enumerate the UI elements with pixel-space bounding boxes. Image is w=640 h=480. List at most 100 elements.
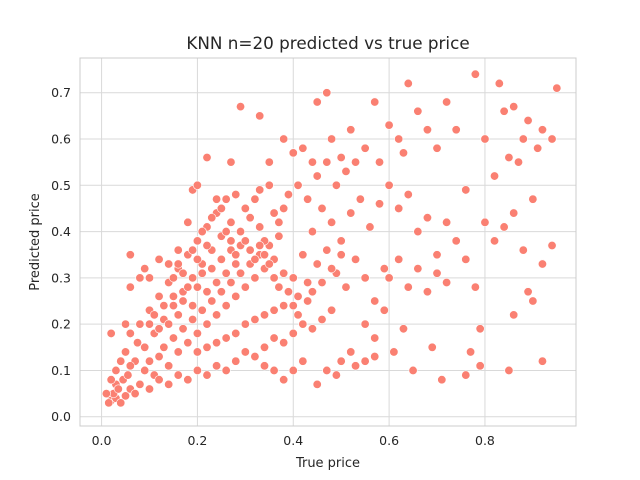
x-tick-label: 0.4: [283, 433, 303, 448]
data-point: [509, 208, 519, 218]
data-point: [298, 356, 308, 366]
data-point: [164, 361, 174, 371]
data-point: [212, 338, 222, 348]
data-point: [461, 254, 471, 264]
data-point: [298, 319, 308, 329]
data-point: [202, 342, 212, 352]
data-point: [370, 296, 380, 306]
data-point: [432, 143, 442, 153]
data-point: [255, 111, 265, 121]
data-point: [403, 78, 413, 88]
data-point: [154, 254, 164, 264]
data-point: [197, 268, 207, 278]
data-point: [168, 333, 178, 343]
data-point: [231, 356, 241, 366]
data-point: [250, 254, 260, 264]
data-point: [144, 356, 154, 366]
data-point: [159, 301, 169, 311]
data-point: [528, 296, 538, 306]
data-point: [403, 282, 413, 292]
data-point: [221, 333, 231, 343]
data-point: [212, 361, 222, 371]
data-point: [130, 389, 140, 399]
data-point: [370, 352, 380, 362]
data-point: [279, 268, 289, 278]
data-point: [202, 319, 212, 329]
data-point: [466, 347, 476, 357]
data-point: [188, 301, 198, 311]
data-point: [432, 250, 442, 260]
data-point: [135, 273, 145, 283]
data-point: [192, 328, 202, 338]
data-point: [499, 106, 509, 116]
data-point: [164, 259, 174, 269]
data-point: [231, 250, 241, 260]
data-point: [288, 328, 298, 338]
data-point: [346, 208, 356, 218]
x-axis-label: True price: [295, 456, 360, 471]
x-tick-label: 0.8: [475, 433, 495, 448]
data-point: [168, 301, 178, 311]
data-point: [437, 375, 447, 385]
data-point: [413, 264, 423, 274]
data-point: [264, 180, 274, 190]
data-point: [226, 236, 236, 246]
data-point: [250, 194, 260, 204]
data-point: [537, 259, 547, 269]
data-point: [274, 217, 284, 227]
data-point: [307, 324, 317, 334]
data-point: [355, 194, 365, 204]
data-point: [236, 268, 246, 278]
data-point: [245, 245, 255, 255]
y-tick-labels: 0.0 0.1 0.2 0.3 0.4 0.5 0.6 0.7: [51, 85, 71, 424]
data-point: [317, 315, 327, 325]
x-tick-labels: 0.0 0.2 0.4 0.6 0.8: [92, 433, 495, 448]
data-point: [144, 384, 154, 394]
data-point: [552, 83, 562, 93]
data-point: [250, 352, 260, 362]
x-tick-label: 0.0: [92, 433, 112, 448]
data-point: [490, 171, 500, 181]
data-point: [307, 157, 317, 167]
data-point: [370, 333, 380, 343]
data-point: [279, 134, 289, 144]
data-point: [197, 227, 207, 237]
data-point: [351, 157, 361, 167]
data-point: [192, 365, 202, 375]
data-point: [121, 347, 131, 357]
data-point: [398, 148, 408, 158]
data-point: [360, 143, 370, 153]
data-point: [178, 296, 188, 306]
data-point: [121, 319, 131, 329]
data-point: [475, 361, 485, 371]
data-point: [351, 254, 361, 264]
data-point: [125, 282, 135, 292]
data-point: [269, 305, 279, 315]
data-point: [480, 134, 490, 144]
data-point: [336, 153, 346, 163]
data-point: [269, 208, 279, 218]
data-point: [178, 268, 188, 278]
data-point: [442, 97, 452, 107]
data-point: [192, 180, 202, 190]
data-point: [274, 282, 284, 292]
data-point: [123, 370, 133, 380]
data-point: [494, 78, 504, 88]
data-point: [231, 291, 241, 301]
data-point: [240, 282, 250, 292]
data-point: [327, 217, 337, 227]
data-point: [168, 273, 178, 283]
data-point: [154, 375, 164, 385]
data-point: [212, 310, 222, 320]
data-point: [188, 245, 198, 255]
data-point: [250, 315, 260, 325]
data-point: [144, 273, 154, 283]
data-point: [312, 259, 322, 269]
data-point: [264, 259, 274, 269]
data-point: [303, 277, 313, 287]
data-point: [312, 171, 322, 181]
data-point: [451, 236, 461, 246]
data-point: [322, 365, 332, 375]
data-point: [113, 384, 123, 394]
data-point: [279, 338, 289, 348]
